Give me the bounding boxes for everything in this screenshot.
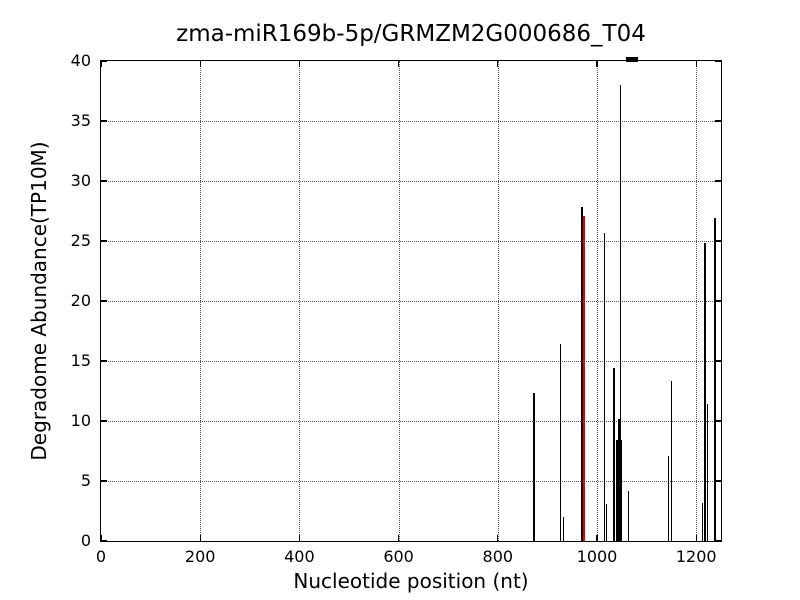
x-tick-top	[100, 61, 102, 67]
y-tick-left	[101, 360, 107, 362]
x-tick-top	[497, 61, 499, 67]
degradome-peaks-spike	[562, 517, 564, 541]
x-tick-bottom	[298, 535, 301, 541]
degradome-peaks-spike	[613, 368, 615, 541]
y-tick-left	[101, 240, 107, 242]
x-tick-top	[298, 61, 301, 67]
y-tick-label: 40	[70, 51, 91, 70]
x-tick-top	[695, 61, 697, 67]
y-tick-right	[715, 120, 721, 122]
y-gridline	[101, 181, 721, 182]
plot-inner: 0 200 400 600 800 1000 1200 0 5 10 15 20 25 30 35 40	[71, 51, 721, 566]
y-tick-right	[715, 420, 721, 422]
y-tick-left	[101, 180, 107, 182]
x-tick-label: 1200	[675, 547, 717, 566]
y-gridline	[101, 241, 721, 242]
y-tick-right	[715, 480, 721, 482]
x-tick-bottom	[695, 535, 697, 541]
y-tick-right	[715, 540, 721, 542]
x-tick-label: 200	[184, 547, 216, 566]
y-tick-right	[715, 180, 721, 182]
x-tick-bottom	[596, 535, 598, 541]
y-gridline	[101, 121, 721, 122]
x-tick-label: 1000	[576, 547, 618, 566]
y-gridline	[101, 421, 721, 422]
y-tick-label: 10	[70, 411, 91, 430]
degradome-peaks-spike	[620, 440, 622, 541]
x-tick-bottom	[100, 535, 102, 541]
y-tick-label: 15	[70, 351, 91, 370]
y-tick-left	[101, 540, 107, 542]
y-tick-right	[715, 240, 721, 242]
degradome-peaks-spike	[667, 455, 670, 541]
y-tick-label: 25	[70, 231, 91, 250]
x-tick-top	[199, 61, 201, 67]
degradome-peaks-spike	[627, 490, 629, 541]
x-tick-bottom	[397, 535, 400, 541]
x-axis-label: Nucleotide position (nt)	[293, 569, 529, 593]
y-tick-label: 5	[80, 471, 91, 490]
y-gridline	[101, 481, 721, 482]
y-tick-left	[101, 120, 107, 122]
x-tick-label: 800	[482, 547, 514, 566]
degradome-peaks-spike	[706, 404, 709, 541]
x-tick-label: 0	[95, 547, 107, 566]
y-tick-right	[715, 360, 721, 362]
y-tick-right	[715, 300, 721, 302]
y-tick-label: 35	[70, 111, 91, 130]
degradome-peaks-spike	[615, 440, 618, 541]
x-tick-top	[596, 61, 598, 67]
x-tick-bottom	[497, 535, 499, 541]
target-region-bar	[625, 57, 639, 62]
degradome-peaks-spike	[605, 503, 608, 541]
degradome-peaks-spike	[559, 344, 561, 541]
chart-title: zma-miR169b-5p/GRMZM2G000686_T04	[176, 21, 646, 47]
degradome-peaks-spike	[533, 393, 535, 541]
degradome-peaks-spike	[618, 440, 620, 541]
plot-area: zma-miR169b-5p/GRMZM2G000686_T04 Degrado…	[27, 21, 722, 593]
y-tick-label: 20	[70, 291, 91, 310]
y-tick-left	[101, 300, 107, 302]
y-tick-right	[715, 60, 721, 62]
x-tick-label: 400	[284, 547, 315, 566]
y-tick-left	[101, 60, 107, 62]
x-tick-top	[397, 61, 400, 67]
degradome-peaks-spike	[714, 218, 716, 541]
y-tick-left	[101, 480, 107, 482]
degradome-peaks-spike	[581, 207, 583, 541]
y-gridline	[101, 301, 721, 302]
degradome-peaks-spike	[603, 232, 606, 541]
y-gridline	[101, 361, 721, 362]
degradome-peaks-spike	[670, 381, 673, 541]
degradome-peaks-spike	[704, 243, 706, 541]
degradome-peaks-spike	[616, 440, 619, 541]
x-tick-label: 600	[383, 547, 414, 566]
x-tick-bottom	[199, 535, 201, 541]
y-tick-label: 0	[80, 531, 91, 550]
cleavage-site-spike	[582, 215, 585, 541]
degradome-peaks-spike	[701, 502, 704, 541]
y-tick-left	[101, 420, 107, 422]
y-tick-label: 30	[70, 171, 91, 190]
degradome-peaks-spike	[619, 85, 621, 541]
